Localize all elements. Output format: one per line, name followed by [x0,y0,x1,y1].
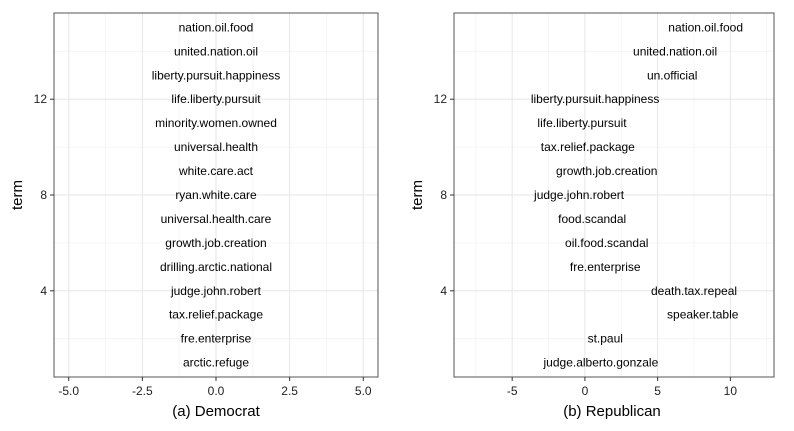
dem-x-tick-label: -2.5 [132,384,153,398]
rep-x-tick-label: 5 [654,384,661,398]
rep-term-label: food.scandal [558,212,626,226]
rep-term-label: united.nation.oil [633,44,717,58]
rep-x-tick-label: -5 [507,384,518,398]
rep-term-label: judge.alberto.gonzale [543,356,659,370]
rep-y-tick-label: 12 [434,92,448,106]
rep-term-label: oil.food.scandal [565,236,648,250]
rep-term-label: judge.john.robert [533,188,625,202]
rep-term-label: speaker.table [667,308,739,322]
dem-x-tick-label: 5.0 [355,384,372,398]
dem-term-label: fre.enterprise [181,332,252,346]
dem-term-label: nation.oil.food [179,20,254,34]
dem-term-label: growth.job.creation [165,236,266,250]
rep-term-label: nation.oil.food [668,20,743,34]
rep-y-tick-label: 8 [440,188,447,202]
dem-x-tick-label: -5.0 [58,384,79,398]
dem-y-tick-label: 4 [40,284,47,298]
rep-term-label: life.liberty.pursuit [537,116,627,130]
rep-term-label: liberty.pursuit.happiness [531,92,660,106]
dem-x-axis-title: (a) Democrat [172,403,260,420]
rep-term-label: fre.enterprise [570,260,641,274]
dem-y-axis-title: term [9,180,26,210]
panel-democrat: -5.0 -2.5 0.0 2.5 5.0 4 8 12 nation.oil.food unit… [9,12,379,420]
dem-term-label: life.liberty.pursuit [171,92,261,106]
dem-term-label: universal.health.care [161,212,272,226]
rep-term-label: death.tax.repeal [651,284,737,298]
dem-term-label: ryan.white.care [175,188,257,202]
rep-term-label: tax.relief.package [541,140,635,154]
dem-term-label: universal.health [174,140,258,154]
dem-term-label: drilling.arctic.national [160,260,272,274]
dem-term-label: judge.john.robert [170,284,262,298]
rep-term-label: st.paul [588,332,623,346]
dem-term-label: liberty.pursuit.happiness [152,68,281,82]
dem-y-tick-label: 8 [40,188,47,202]
rep-x-tick-label: 0 [582,384,589,398]
rep-x-tick-label: 10 [724,384,738,398]
rep-term-label: un.official [647,68,697,82]
rep-y-tick-label: 4 [440,284,447,298]
dem-term-label: united.nation.oil [174,44,258,58]
dem-x-tick-label: 2.5 [281,384,298,398]
rep-term-label: growth.job.creation [556,164,657,178]
dem-term-label: minority.women.owned [155,116,277,130]
rep-y-axis-title: term [409,180,426,210]
dem-term-label: arctic.refuge [183,356,249,370]
dem-term-label: white.care.act [178,164,254,178]
dem-y-tick-label: 12 [34,92,48,106]
panel-republican: -5 0 5 10 4 8 12 nation.oil.food united.nation.o… [409,12,775,420]
rep-x-axis-title: (b) Republican [563,403,661,420]
dem-term-label: tax.relief.package [169,308,263,322]
dem-x-tick-label: 0.0 [208,384,225,398]
